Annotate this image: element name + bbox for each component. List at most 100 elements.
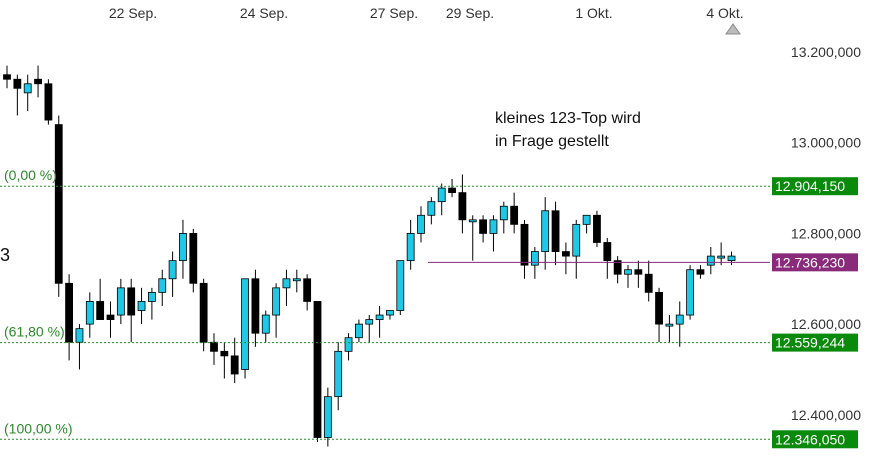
candle [261,310,270,343]
candle [168,251,177,297]
y-tick-label: 13.000,000 [791,135,861,151]
candle [44,79,53,125]
fib-price-tag [772,177,858,196]
candle-body [106,314,115,320]
y-tick-label: 12.600,000 [791,316,861,332]
x-tick-label: 29 Sep. [446,5,494,21]
candle [458,174,467,234]
candle-body [396,260,405,311]
candle [437,183,446,216]
candle [116,278,125,325]
fib-level-pct: (0,00 %) [4,167,57,183]
resistance-price-label: 12.736,230 [775,254,845,270]
candle-body [375,314,384,320]
fib-price-label: 12.904,150 [775,178,845,194]
candle [386,310,394,320]
candle-body [292,278,301,282]
x-tick-label: 4 Okt. [706,5,743,21]
candle [696,265,705,279]
candle [551,201,560,266]
candle [354,319,363,343]
candle-body [665,323,674,327]
resistance-price-tag [772,253,858,272]
candle-body [448,187,456,194]
candle-body [251,278,260,334]
candle-body [717,255,726,259]
candle-body [510,205,519,225]
candle [230,337,239,384]
candle-body [530,251,539,266]
candle-body [23,83,32,94]
candle-body [261,314,270,334]
fib-price-label: 12.559,244 [775,335,845,351]
candle [313,301,322,443]
candle [644,260,653,302]
candle-body [189,233,198,284]
candle-body [313,301,322,438]
candle [179,219,187,279]
candle [479,215,488,243]
candle [85,292,94,338]
candle-body [458,192,467,221]
y-tick-label: 12.800,000 [791,225,861,241]
candle-body [706,255,715,266]
candle [23,74,32,111]
candle [334,342,343,411]
candle [323,387,332,447]
candle-body [230,355,239,375]
candle-body [3,74,11,80]
candle-body [147,291,156,302]
candle-body [696,269,705,275]
candle [303,274,312,311]
candle [251,269,260,347]
candle-body [241,278,249,370]
candle [468,215,477,261]
candle-body [158,278,167,293]
candle-body [96,301,105,320]
x-tick-label: 22 Sep. [109,5,157,21]
candle [127,278,136,343]
candle [582,214,591,234]
candle [189,228,198,293]
candle-body [199,282,208,343]
x-tick-label: 1 Okt. [575,5,612,21]
candle [562,242,570,275]
annotations: kleines 123-Top wird in Frage gestellt 3 [0,110,641,265]
candle [489,215,498,252]
candle-body [634,269,643,275]
x-tick-label: 24 Sep. [240,5,288,21]
candle [34,65,42,98]
candle [147,287,156,320]
candle-body [127,287,136,316]
candle [344,333,353,361]
candle [241,278,249,379]
candle [282,269,291,306]
fib-level-pct: (100,00 %) [4,420,72,436]
candle-body [468,219,477,223]
candle [541,197,550,270]
candle [499,201,508,234]
candle [686,265,694,320]
candle-body [386,310,394,316]
candle [158,269,167,306]
candle [96,278,105,320]
candle [375,305,384,338]
candle-body [179,233,187,262]
level-lines: (0,00 %) 12.904,150 (61,80 %) 12.559,244 (10… [0,167,858,449]
x-axis-labels: 22 Sep. 24 Sep. 27 Sep. 29 Sep. 1 Okt. 4 Okt. [109,5,744,21]
fib-price-label: 12.346,050 [775,431,845,447]
fib-price-tag [772,333,858,352]
left-edge-text: 3 [0,245,10,265]
candle [530,247,539,279]
candle-body [624,269,632,275]
candle [65,274,73,361]
candle-body [613,260,622,275]
candle [417,206,425,243]
candle-body [727,255,736,262]
fib-price-tag [772,430,858,449]
candle [603,237,612,279]
candle-body [489,219,498,234]
candle-body [85,301,94,325]
candle [613,256,622,284]
candle-body [417,214,425,234]
